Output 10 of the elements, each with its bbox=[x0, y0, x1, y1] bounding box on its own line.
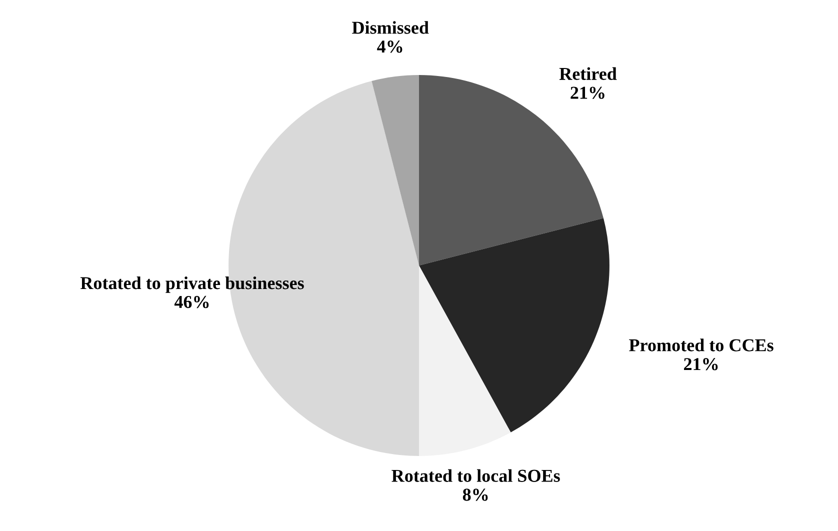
data-label: 4% bbox=[377, 40, 402, 53]
slice-label: Promoted to CCEs bbox=[629, 338, 774, 352]
slice-label: Rotated to local SOEs bbox=[392, 469, 560, 482]
slice-label: Dismissed bbox=[352, 21, 429, 34]
data-label: 21% bbox=[684, 358, 718, 370]
data-label: 21% bbox=[570, 86, 604, 99]
data-label: 8% bbox=[462, 488, 488, 501]
data-label: 46% bbox=[174, 296, 209, 308]
slice-label: Rotated to private businesses bbox=[80, 276, 304, 293]
slice-label: Retired bbox=[559, 67, 617, 80]
